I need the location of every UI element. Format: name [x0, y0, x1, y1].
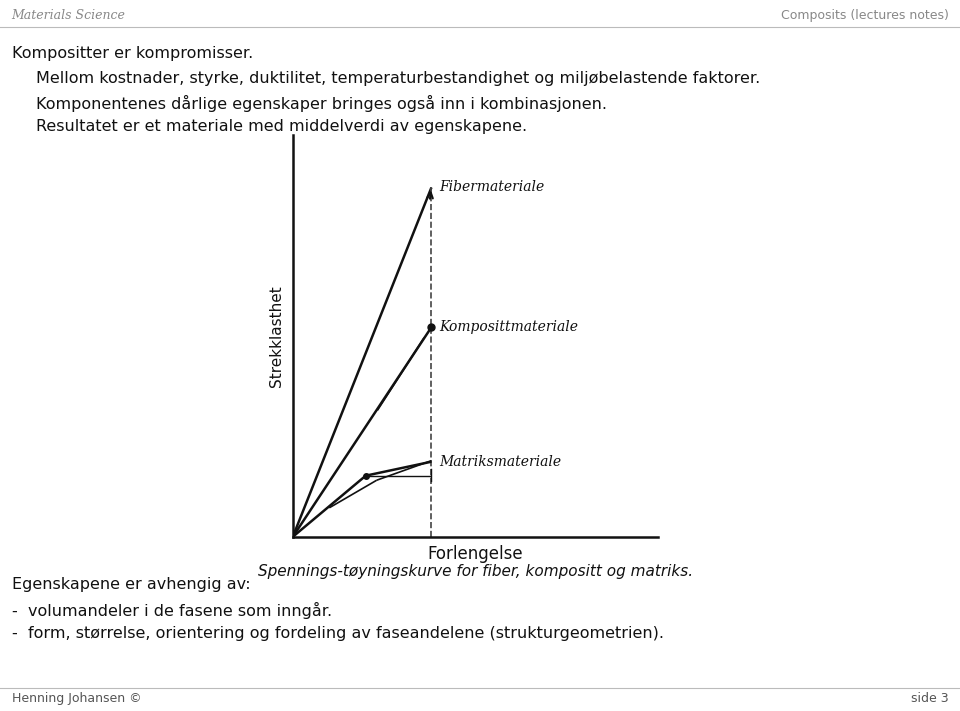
- Y-axis label: Strekklasthet: Strekklasthet: [270, 285, 284, 387]
- Text: Matriksmateriale: Matriksmateriale: [439, 455, 561, 469]
- Text: Henning Johansen ©: Henning Johansen ©: [12, 692, 141, 705]
- Text: Fibermateriale: Fibermateriale: [439, 181, 544, 195]
- Text: -  form, størrelse, orientering og fordeling av faseandelene (strukturgeometrien: - form, størrelse, orientering og fordel…: [12, 626, 663, 641]
- Text: Egenskapene er avhengig av:: Egenskapene er avhengig av:: [12, 577, 251, 592]
- Text: Kompositter er kompromisser.: Kompositter er kompromisser.: [12, 46, 252, 61]
- Text: Komponentenes dårlige egenskaper bringes også inn i kombinasjonen.: Komponentenes dårlige egenskaper bringes…: [36, 95, 608, 112]
- Text: Composits (lectures notes): Composits (lectures notes): [780, 9, 948, 22]
- Text: Komposittmateriale: Komposittmateriale: [439, 320, 578, 334]
- Text: Resultatet er et materiale med middelverdi av egenskapene.: Resultatet er et materiale med middelver…: [36, 119, 528, 134]
- Text: side 3: side 3: [911, 692, 948, 705]
- Text: Mellom kostnader, styrke, duktilitet, temperaturbestandighet og miljøbelastende : Mellom kostnader, styrke, duktilitet, te…: [36, 71, 760, 86]
- X-axis label: Forlengelse: Forlengelse: [427, 545, 523, 563]
- Text: -  volumandeler i de fasene som inngår.: - volumandeler i de fasene som inngår.: [12, 602, 331, 619]
- Text: Materials Science: Materials Science: [12, 9, 126, 22]
- Text: Spennings-tøyningskurve for fiber, kompositt og matriks.: Spennings-tøyningskurve for fiber, kompo…: [257, 564, 693, 579]
